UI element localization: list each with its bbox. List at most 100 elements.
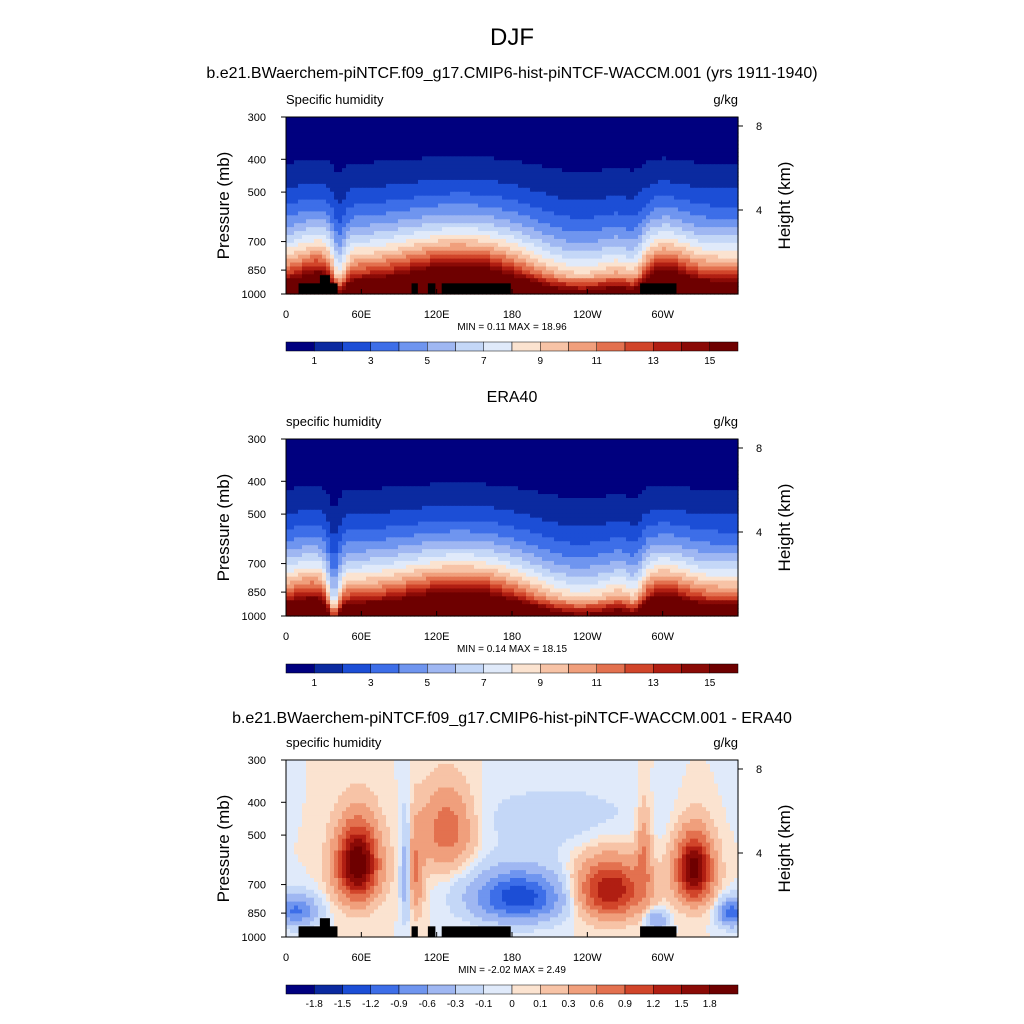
contour-cell xyxy=(486,266,491,271)
contour-cell xyxy=(286,172,291,177)
contour-cell xyxy=(426,160,431,165)
contour-cell xyxy=(614,136,619,142)
contour-cell xyxy=(726,270,731,275)
contour-cell xyxy=(498,124,503,130)
contour-cell xyxy=(670,203,675,209)
contour-cell xyxy=(670,270,675,275)
contour-cell xyxy=(662,156,667,161)
contour-cell xyxy=(642,128,647,134)
contour-cell xyxy=(382,227,387,232)
contour-cell xyxy=(546,152,551,157)
contour-cell xyxy=(658,278,663,283)
contour-cell xyxy=(678,286,683,291)
contour-cell xyxy=(326,164,331,169)
contour-cell xyxy=(310,191,315,197)
contour-cell xyxy=(386,117,391,122)
contour-cell xyxy=(338,176,343,181)
contour-cell xyxy=(650,211,655,216)
contour-cell xyxy=(418,195,423,201)
contour-cell xyxy=(730,124,735,130)
contour-cell xyxy=(406,195,411,201)
contour-cell xyxy=(622,160,627,165)
contour-cell xyxy=(674,156,679,161)
contour-cell xyxy=(602,211,607,216)
contour-cell xyxy=(466,254,471,260)
contour-cell xyxy=(714,207,719,212)
contour-cell xyxy=(534,168,539,173)
contour-cell xyxy=(346,238,351,244)
contour-cell xyxy=(726,152,731,157)
contour-cell xyxy=(378,144,383,150)
contour-cell xyxy=(706,117,711,122)
contour-cell xyxy=(386,223,391,228)
contour-cell xyxy=(614,262,619,268)
contour-cell xyxy=(682,223,687,228)
contour-cell xyxy=(678,168,683,173)
contour-cell xyxy=(306,227,311,232)
contour-cell xyxy=(570,176,575,181)
contour-cell xyxy=(722,160,727,165)
contour-cell xyxy=(558,195,563,201)
contour-cell xyxy=(578,199,583,205)
contour-cell xyxy=(334,172,339,177)
contour-cell xyxy=(582,246,587,252)
contour-cell xyxy=(458,270,463,275)
contour-cell xyxy=(702,172,707,177)
contour-cell xyxy=(538,246,543,252)
contour-cell xyxy=(714,274,719,279)
contour-cell xyxy=(438,160,443,165)
contour-cell xyxy=(642,270,647,275)
contour-cell xyxy=(494,183,499,189)
contour-cell xyxy=(682,207,687,212)
contour-cell xyxy=(402,199,407,205)
contour-cell xyxy=(610,219,615,224)
contour-cell xyxy=(310,250,315,256)
contour-cell xyxy=(290,258,295,264)
contour-cell xyxy=(550,282,555,287)
contour-cell xyxy=(482,274,487,279)
contour-cell xyxy=(498,242,503,248)
contour-cell xyxy=(490,136,495,142)
contour-cell xyxy=(378,215,383,220)
contour-cell xyxy=(338,250,343,256)
contour-cell xyxy=(490,266,495,271)
contour-cell xyxy=(586,179,591,185)
contour-cell xyxy=(326,203,331,209)
contour-cell xyxy=(638,211,643,216)
contour-cell xyxy=(610,211,615,216)
contour-cell xyxy=(322,219,327,224)
contour-cell xyxy=(594,238,599,244)
contour-cell xyxy=(426,274,431,279)
contour-cell xyxy=(498,183,503,189)
contour-cell xyxy=(586,120,591,126)
contour-cell xyxy=(398,270,403,275)
contour-cell xyxy=(334,164,339,169)
contour-cell xyxy=(418,160,423,165)
contour-cell xyxy=(510,207,515,212)
contour-cell xyxy=(610,132,615,138)
contour-cell xyxy=(658,231,663,236)
contour-cell xyxy=(422,124,427,130)
contour-cell xyxy=(626,254,631,260)
contour-cell xyxy=(646,117,651,122)
contour-cell xyxy=(666,219,671,224)
contour-cell xyxy=(490,203,495,209)
contour-cell xyxy=(714,187,719,193)
contour-cell xyxy=(566,128,571,134)
contour-cell xyxy=(306,262,311,268)
contour-cell xyxy=(534,215,539,220)
contour-cell xyxy=(550,270,555,275)
contour-cell xyxy=(330,140,335,146)
contour-cell xyxy=(538,270,543,275)
contour-cell xyxy=(566,231,571,236)
contour-cell xyxy=(462,144,467,150)
contour-cell xyxy=(666,132,671,138)
contour-cell xyxy=(574,266,579,271)
contour-cell xyxy=(678,227,683,232)
contour-cell xyxy=(422,223,427,228)
contour-cell xyxy=(498,199,503,205)
contour-cell xyxy=(626,250,631,256)
contour-cell xyxy=(642,179,647,185)
contour-cell xyxy=(586,124,591,130)
contour-cell xyxy=(426,172,431,177)
